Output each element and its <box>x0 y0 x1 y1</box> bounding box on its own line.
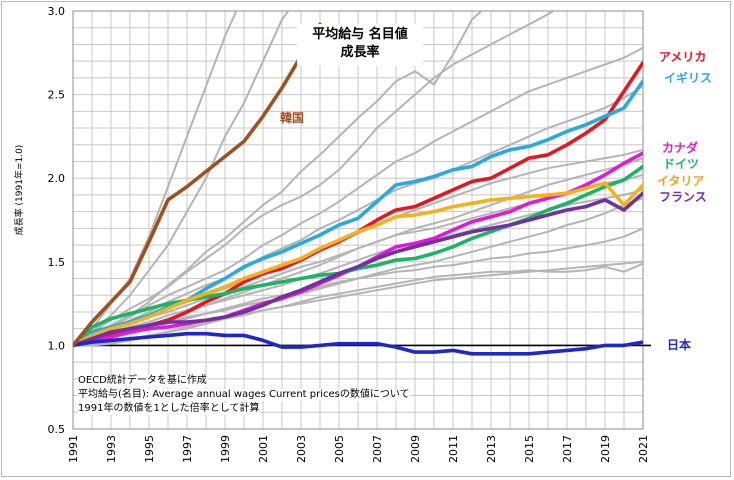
note-line-3: 1991年の数値を1とした倍率として計算 <box>78 403 260 415</box>
other-country-line <box>73 11 290 347</box>
x-tick-label: 2019 <box>599 435 612 463</box>
chart-title: 平均給与 名目値 成長率 <box>297 24 423 66</box>
korea-line <box>73 22 322 348</box>
legend-germany: ドイツ <box>663 157 700 171</box>
legend-france: フランス <box>659 190 707 204</box>
x-tick-label: 2009 <box>409 435 422 463</box>
y-tick-label: 2.0 <box>48 172 66 185</box>
y-tick-label: 2.5 <box>48 89 66 102</box>
x-tick-label: 2003 <box>295 435 308 463</box>
other-country-line <box>73 11 484 347</box>
x-tick-label: 2007 <box>371 435 384 463</box>
y-tick-label: 3.0 <box>48 5 66 18</box>
legend-japan: 日本 <box>667 338 692 352</box>
x-tick-label: 1999 <box>219 435 232 463</box>
legend-canada: カナダ <box>662 141 699 155</box>
x-tick-label: 2013 <box>485 435 498 463</box>
japan-line <box>73 331 643 356</box>
legend-usa: アメリカ <box>659 50 707 64</box>
x-tick-label: 1997 <box>181 435 194 463</box>
chart-title-line1: 平均給与 名目値 <box>312 27 408 42</box>
x-tick-label: 2001 <box>257 435 270 463</box>
plot-border <box>72 10 644 430</box>
y-axis-label: 成長率 (1991年=1.0) <box>13 145 25 236</box>
x-tick-label: 2011 <box>447 435 460 463</box>
label-korea: 韓国 <box>280 111 305 125</box>
y-tick-label: 0.5 <box>48 423 66 436</box>
other-country-line <box>73 46 643 347</box>
x-tick-label: 1993 <box>105 435 118 463</box>
x-tick-label: 2021 <box>637 435 650 463</box>
x-tick-label: 2017 <box>561 435 574 463</box>
other-country-line <box>73 11 238 347</box>
x-tick-label: 2015 <box>523 435 536 463</box>
x-tick-label: 2005 <box>333 435 346 463</box>
italy-line <box>73 181 643 348</box>
chart-title-line2: 成長率 <box>340 45 380 60</box>
france-line <box>73 191 643 348</box>
other-country-line <box>73 262 643 347</box>
other-country-line <box>73 11 556 347</box>
note-line-1: OECD統計データを基に作成 <box>78 375 207 387</box>
note-line-2: 平均給与(名目): Average annual wages Current p… <box>78 389 410 401</box>
x-tick-label: 1991 <box>67 435 80 463</box>
x-tick-label: 1995 <box>143 435 156 463</box>
legend-italy: イタリア <box>657 174 705 188</box>
legend-uk: イギリス <box>664 71 713 85</box>
y-tick-label: 1.0 <box>48 339 66 352</box>
y-tick-label: 1.5 <box>48 256 66 269</box>
